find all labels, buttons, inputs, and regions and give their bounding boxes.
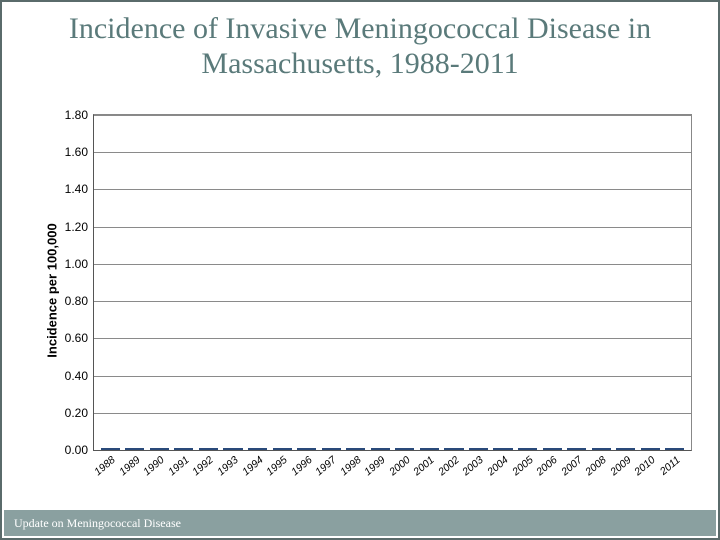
x-tick-label: 1994 [240,454,266,478]
bar-slot: 2011 [663,448,688,450]
y-tick-label: 1.00 [65,257,88,271]
bar-slot: 1998 [343,448,368,450]
bar [125,448,144,450]
bar [322,448,341,450]
x-tick-label: 1999 [362,454,388,478]
x-tick-label: 2011 [658,454,683,478]
plot-area: 1988198919901991199219931994199519961997… [93,114,692,451]
bars-container: 1988198919901991199219931994199519961997… [94,115,691,450]
bar-slot: 1988 [98,448,123,450]
bar [297,448,316,450]
y-tick-label: 1.60 [65,145,88,159]
slide-frame: Incidence of Invasive Meningococcal Dise… [0,0,720,540]
bar [493,448,512,450]
bar [371,448,390,450]
gridline [94,376,691,377]
bar [469,448,488,450]
bar-slot: 2001 [417,448,442,450]
x-tick-label: 1991 [166,454,192,478]
bar [518,448,537,450]
bar [420,448,439,450]
x-tick-label: 1989 [117,454,143,478]
bar [199,448,218,450]
bar-slot: 1996 [294,448,319,450]
bar-slot: 2009 [613,448,638,450]
x-tick-label: 2007 [559,454,585,478]
bar [101,448,120,450]
bar-slot: 2007 [564,448,589,450]
y-tick-label: 0.80 [65,294,88,308]
bar-slot: 1991 [172,448,197,450]
bar-slot: 2008 [589,448,614,450]
bar-slot: 1992 [196,448,221,450]
bar-slot: 1993 [221,448,246,450]
x-tick-label: 1990 [141,454,167,478]
bar-slot: 2003 [466,448,491,450]
bar [174,448,193,450]
slide-title: Incidence of Invasive Meningococcal Dise… [32,12,688,81]
x-tick-label: 1998 [338,454,364,478]
bar [543,448,562,450]
bar-slot: 1989 [123,448,148,450]
x-tick-label: 1993 [215,454,241,478]
x-tick-label: 1992 [191,454,217,478]
bar-slot: 1997 [319,448,344,450]
gridline [94,413,691,414]
bar-slot: 2006 [540,448,565,450]
x-tick-label: 2010 [632,454,658,478]
bar-slot: 2004 [491,448,516,450]
bar [150,448,169,450]
x-tick-label: 2008 [583,454,609,478]
x-tick-label: 1995 [264,454,290,478]
gridline [94,301,691,302]
x-tick-label: 2001 [411,454,437,478]
bar-slot: 1999 [368,448,393,450]
y-tick-label: 1.40 [65,182,88,196]
bar [273,448,292,450]
gridline [94,189,691,190]
y-tick-label: 0.60 [65,331,88,345]
bar-slot: 1994 [245,448,270,450]
bar-slot: 2000 [393,448,418,450]
footer-text: Update on Meningococcal Disease [14,516,181,531]
y-tick-label: 0.00 [65,443,88,457]
x-tick-label: 2005 [510,454,536,478]
x-tick-label: 2000 [387,454,413,478]
x-tick-label: 2009 [608,454,634,478]
bar [248,448,267,450]
bar-slot: 2002 [442,448,467,450]
bar [641,448,660,450]
bar-slot: 2005 [515,448,540,450]
gridline [94,338,691,339]
chart-area: 1988198919901991199219931994199519961997… [38,112,694,483]
x-tick-label: 2006 [534,454,560,478]
bar-slot: 2010 [638,448,663,450]
bar-slot: 1995 [270,448,295,450]
footer-bar: Update on Meningococcal Disease [4,510,716,536]
bar [665,448,684,450]
x-tick-label: 2002 [436,454,462,478]
x-tick-label: 1988 [92,454,118,478]
x-tick-label: 1996 [289,454,315,478]
bar [616,448,635,450]
bar [567,448,586,450]
bar-slot: 1990 [147,448,172,450]
y-tick-label: 0.20 [65,406,88,420]
bar [223,448,242,450]
gridline [94,227,691,228]
y-tick-label: 1.20 [65,220,88,234]
bar [346,448,365,450]
x-tick-label: 2003 [461,454,487,478]
bar [395,448,414,450]
gridline [94,152,691,153]
gridline [94,264,691,265]
y-tick-label: 0.40 [65,369,88,383]
bar [592,448,611,450]
x-tick-label: 1997 [313,454,339,478]
gridline [94,115,691,116]
bar [444,448,463,450]
x-tick-label: 2004 [485,454,511,478]
y-tick-label: 1.80 [65,108,88,122]
